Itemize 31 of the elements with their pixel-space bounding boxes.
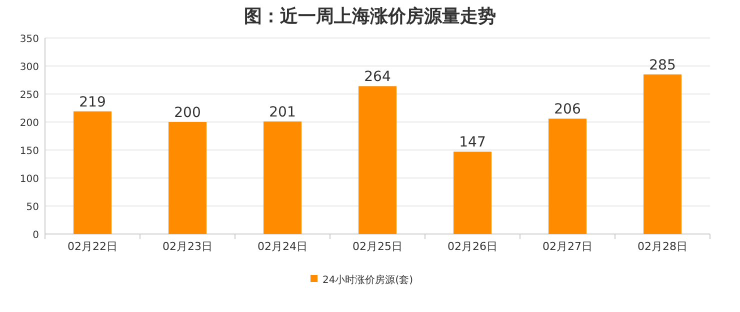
data-label: 285 [649,57,676,74]
x-tick-label: 02月26日 [448,240,498,253]
y-tick-label: 350 [20,34,39,45]
bar [264,121,302,234]
x-tick-label: 02月23日 [162,240,212,253]
data-label: 219 [79,94,106,110]
x-tick-label: 02月25日 [352,240,402,253]
data-label: 264 [364,69,391,86]
x-tick-label: 02月27日 [542,240,592,253]
x-tick-label: 02月28日 [638,240,688,253]
y-tick-label: 150 [20,146,39,157]
y-tick-label: 50 [26,202,39,213]
y-tick-label: 0 [32,230,39,241]
legend-label: 24小时涨价房源(套) [322,274,414,286]
data-label: 200 [174,105,201,121]
y-tick-label: 100 [20,174,39,185]
chart-title: 图：近一周上海涨价房源量走势 [244,6,496,27]
data-label: 206 [554,102,581,118]
bar [454,152,492,234]
bar [168,122,206,234]
data-label: 201 [269,104,296,120]
bar [644,74,682,234]
bar [358,86,396,234]
data-label: 147 [459,134,486,151]
x-tick-label: 02月24日 [258,240,308,253]
x-tick-label: 02月22日 [68,240,118,253]
y-tick-label: 300 [20,62,39,73]
bar [74,111,112,234]
bar [548,118,586,234]
y-tick-label: 200 [20,118,39,129]
y-tick-label: 250 [20,90,39,101]
